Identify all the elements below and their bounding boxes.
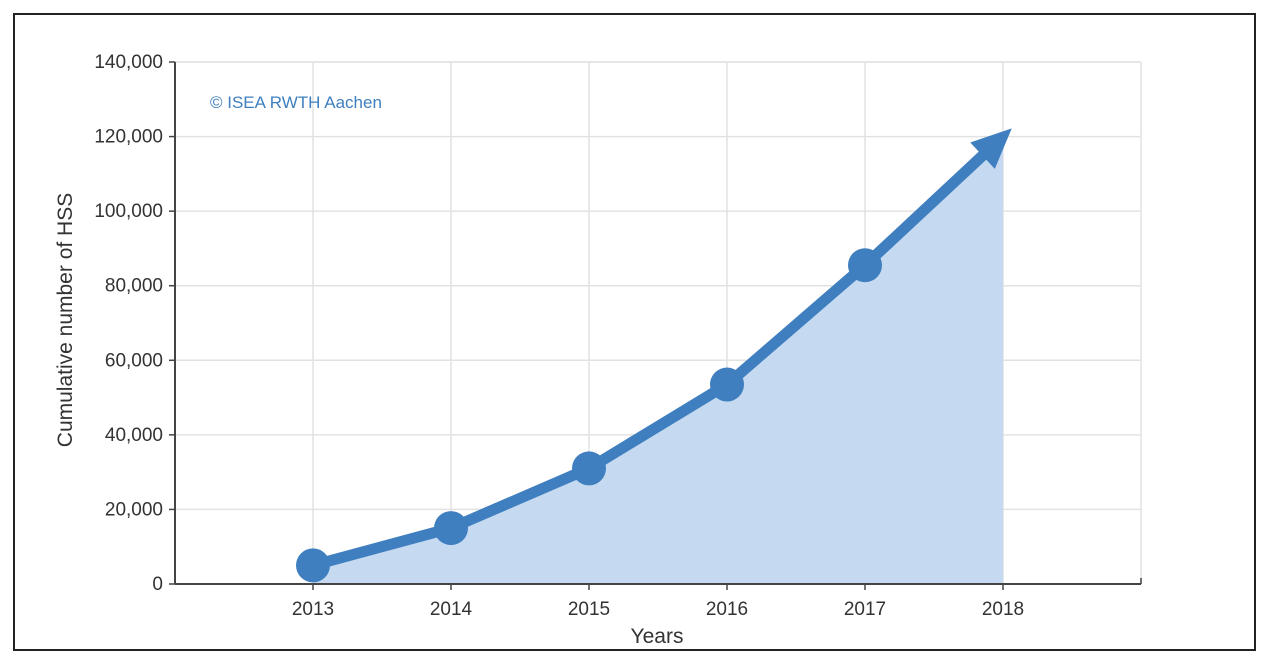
- data-point-marker: [710, 367, 744, 402]
- x-tick-label: 2015: [568, 599, 610, 620]
- x-tick-label: 2017: [844, 599, 886, 620]
- axes: [169, 61, 1142, 590]
- y-tick-labels: 0 20,000 40,000 60,000 80,000 100,000 120,000 1…: [94, 52, 163, 595]
- y-tick-label: 120,000: [94, 127, 163, 148]
- x-tick-label: 2018: [982, 599, 1024, 620]
- y-tick-label: 40,000: [105, 425, 163, 446]
- copyright-annotation: © ISEA RWTH Aachen: [210, 93, 382, 112]
- x-axis-title: Years: [631, 625, 684, 648]
- x-tick-label: 2014: [430, 599, 473, 620]
- data-point-marker: [434, 511, 468, 546]
- y-tick-label: 0: [152, 574, 163, 595]
- x-tick-labels: 2013 2014 2015 2016 2017 2018: [292, 599, 1024, 620]
- y-tick-label: 20,000: [105, 499, 163, 520]
- series-line: [307, 147, 991, 571]
- data-point-marker: [572, 451, 606, 486]
- area-fill: [313, 136, 1003, 585]
- data-point-marker: [848, 248, 882, 283]
- y-tick-label: 100,000: [94, 201, 163, 222]
- markers: [296, 248, 882, 583]
- y-tick-label: 140,000: [94, 52, 163, 73]
- y-axis-title: Cumulative number of HSS: [54, 193, 77, 447]
- y-tick-label: 60,000: [105, 350, 163, 371]
- x-tick-label: 2013: [292, 599, 334, 620]
- y-tick-label: 80,000: [105, 276, 163, 297]
- x-tick-label: 2016: [706, 599, 748, 620]
- arrow-head-icon: [970, 128, 1012, 169]
- data-point-marker: [296, 548, 330, 583]
